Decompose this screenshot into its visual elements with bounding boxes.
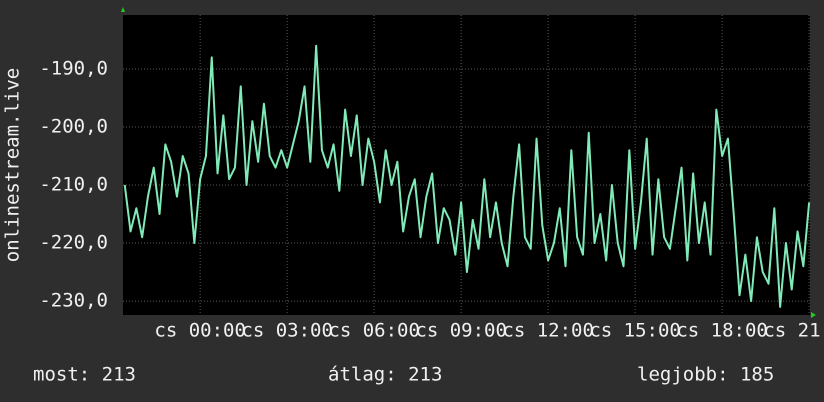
x-tick-label: cs 09:00 — [415, 320, 507, 342]
x-tick-label: cs 15:00 — [589, 320, 681, 342]
y-axis-label: onlinestream.live — [2, 68, 24, 262]
x-tick-label: cs 06:00 — [328, 320, 420, 342]
axis-arrow — [811, 312, 816, 318]
y-tick-label: -230,0 — [39, 290, 108, 312]
y-tick-label: -210,0 — [39, 174, 108, 196]
axis-arrow — [121, 7, 125, 12]
x-tick-label: cs 18:00 — [676, 320, 768, 342]
stat-label: legjobb: 185 — [637, 364, 774, 386]
x-tick-label: cs 00:00 — [154, 320, 246, 342]
data-line — [123, 44, 811, 308]
x-tick-label: cs 03:00 — [241, 320, 333, 342]
x-tick-label: cs 12:00 — [502, 320, 594, 342]
y-tick-label: -200,0 — [39, 115, 108, 137]
stat-label: átlag: 213 — [328, 364, 442, 386]
x-tick-label: cs 21:00 — [763, 320, 824, 342]
y-tick-label: -220,0 — [39, 232, 108, 254]
stat-label: most: 213 — [33, 364, 136, 386]
y-tick-label: -190,0 — [39, 57, 108, 79]
